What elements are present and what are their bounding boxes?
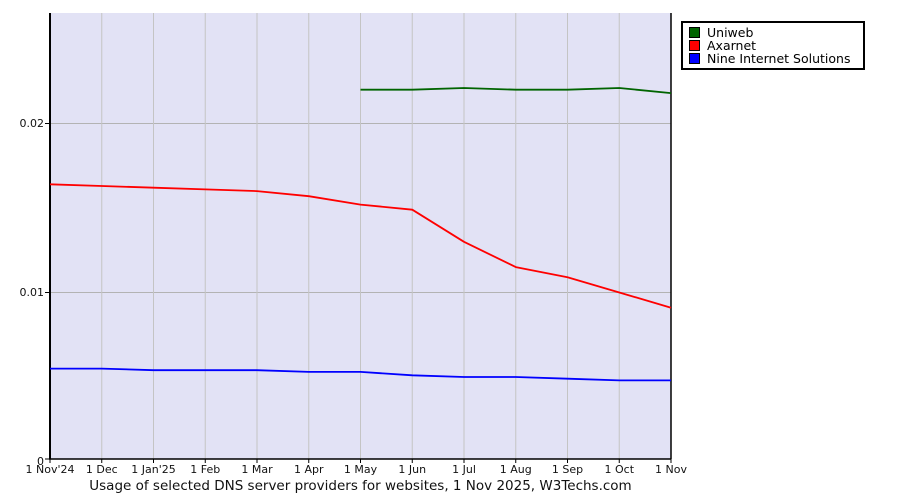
x-axis-label: 1 Jul [452, 463, 476, 476]
x-axis-label: 1 Dec [85, 463, 118, 476]
legend-item: Uniweb [689, 26, 859, 39]
x-axis-label: 1 Apr [293, 463, 324, 476]
series-line-axarnet [49, 183, 672, 309]
legend-swatch-axarnet [689, 40, 700, 51]
legend-swatch-nine-internet-solutions [689, 53, 700, 64]
series-line-nine-internet-solutions [50, 367, 671, 382]
legend: Uniweb Axarnet Nine Internet Solutions [681, 21, 865, 70]
x-axis-label: 1 Nov [655, 463, 687, 476]
x-axis-label: 1 Jan'25 [131, 463, 176, 476]
x-axis-label: 1 Jun [398, 463, 427, 476]
legend-label-axarnet: Axarnet [707, 38, 757, 53]
y-axis-label: 0.02 [19, 116, 45, 130]
x-axis-label: 1 Mar [241, 463, 273, 476]
x-axis-label: 1 Feb [190, 463, 221, 476]
x-axis-label: 1 Aug [499, 463, 532, 476]
x-axis-label: 1 Oct [604, 463, 635, 476]
y-axis-label: 0.01 [19, 285, 45, 299]
legend-item: Axarnet [689, 39, 859, 52]
legend-item: Nine Internet Solutions [689, 52, 859, 65]
chart-caption: Usage of selected DNS server providers f… [89, 478, 632, 494]
legend-swatch-uniweb [689, 27, 700, 38]
x-axis-label: 1 Nov'24 [25, 463, 75, 476]
legend-label-nine-internet-solutions: Nine Internet Solutions [707, 51, 851, 66]
x-axis-label: 1 May [343, 463, 378, 476]
series-line-uniweb [360, 87, 672, 94]
legend-label-uniweb: Uniweb [707, 25, 754, 40]
x-axis-label: 1 Sep [551, 463, 584, 476]
y-axis-label: 0 [37, 454, 44, 468]
